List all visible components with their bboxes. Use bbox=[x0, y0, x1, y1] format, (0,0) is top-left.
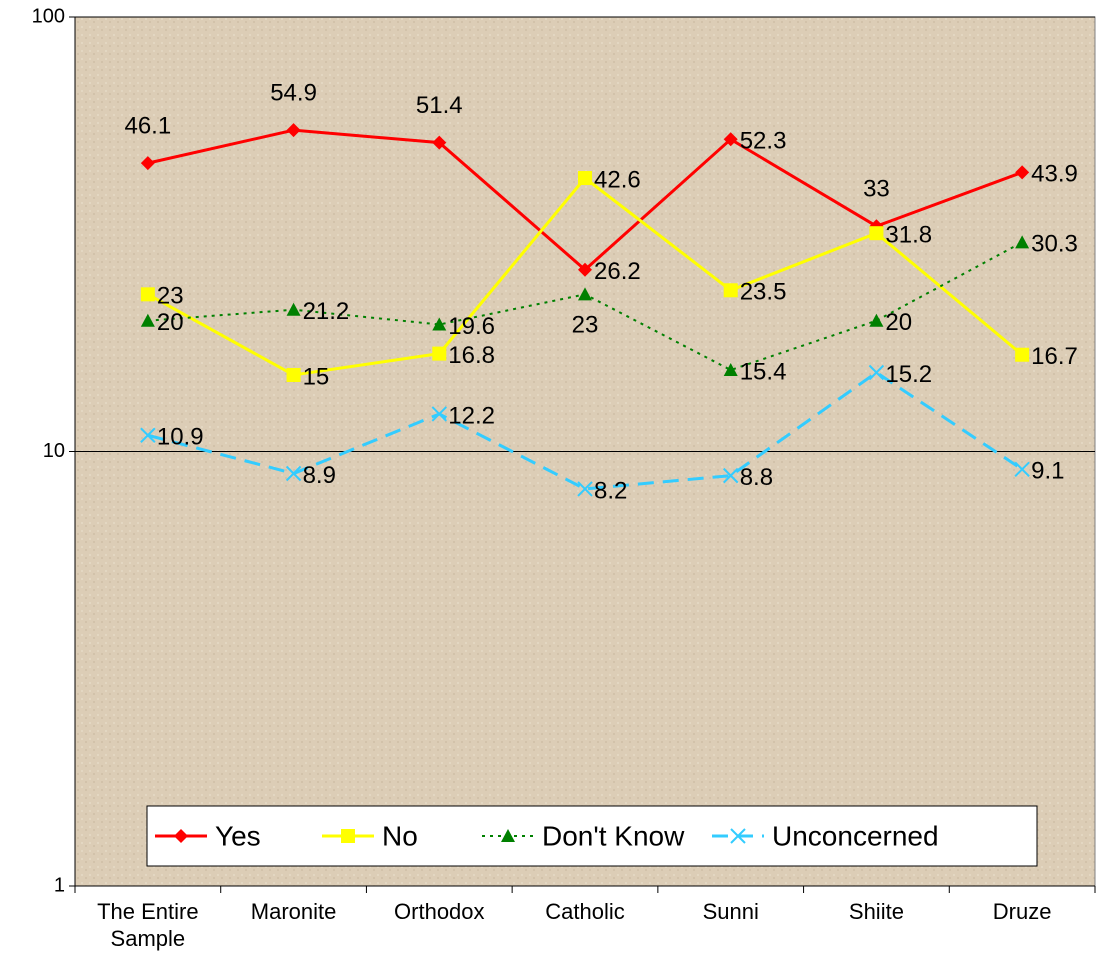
legend-label: No bbox=[382, 820, 418, 851]
marker bbox=[285, 465, 302, 482]
marker bbox=[1014, 461, 1030, 478]
marker bbox=[286, 302, 301, 316]
data-label: 33 bbox=[863, 176, 890, 203]
marker bbox=[140, 287, 155, 302]
data-label: 20 bbox=[157, 309, 184, 336]
data-label: 16.8 bbox=[448, 342, 495, 369]
marker bbox=[578, 262, 592, 277]
data-label: 16.7 bbox=[1031, 343, 1078, 370]
marker bbox=[723, 363, 738, 377]
marker bbox=[432, 346, 447, 361]
data-label: 23 bbox=[157, 283, 184, 310]
data-label: 15.2 bbox=[885, 361, 932, 388]
x-tick-label: Maronite bbox=[250, 899, 337, 924]
marker bbox=[432, 317, 447, 331]
y-tick-label: 10 bbox=[43, 440, 65, 462]
legend-label: Unconcerned bbox=[772, 820, 939, 851]
x-tick-label: Catholic bbox=[545, 899, 625, 924]
data-label: 23 bbox=[572, 312, 599, 339]
marker bbox=[868, 364, 885, 381]
data-label: 31.8 bbox=[885, 222, 932, 249]
marker bbox=[730, 828, 746, 844]
data-label: 23.5 bbox=[740, 279, 787, 306]
data-label: 19.6 bbox=[448, 313, 495, 340]
x-tick-label: Druze bbox=[992, 899, 1052, 924]
data-label: 43.9 bbox=[1031, 161, 1078, 188]
y-tick-label: 1 bbox=[54, 874, 65, 896]
legend-label: Don't Know bbox=[542, 820, 685, 851]
marker bbox=[869, 226, 884, 241]
marker bbox=[577, 481, 593, 497]
data-label: 20 bbox=[885, 309, 912, 336]
x-tick-label: Sunni bbox=[702, 899, 759, 924]
marker bbox=[174, 829, 188, 843]
data-label: 15 bbox=[303, 363, 330, 390]
data-label: 12.2 bbox=[448, 402, 495, 429]
data-label: 26.2 bbox=[594, 258, 641, 285]
marker bbox=[1015, 347, 1030, 362]
data-label: 51.4 bbox=[416, 92, 463, 119]
legend: Yes No Don't Know Unconcerned bbox=[146, 805, 1038, 867]
marker bbox=[341, 829, 355, 843]
marker bbox=[140, 313, 155, 327]
data-label: 52.3 bbox=[740, 128, 787, 155]
marker bbox=[1015, 165, 1030, 180]
marker bbox=[140, 427, 156, 443]
data-label: 54.9 bbox=[270, 79, 317, 106]
marker bbox=[578, 287, 592, 301]
data-label: 30.3 bbox=[1031, 231, 1078, 258]
data-label: 15.4 bbox=[740, 358, 787, 385]
x-tick-label: Orthodox bbox=[394, 899, 485, 924]
marker bbox=[578, 171, 592, 186]
data-label: 9.1 bbox=[1031, 458, 1064, 485]
marker bbox=[723, 283, 738, 298]
data-label: 42.6 bbox=[594, 166, 641, 193]
marker bbox=[723, 467, 739, 484]
data-label: 46.1 bbox=[124, 112, 171, 139]
marker bbox=[723, 132, 738, 147]
marker bbox=[140, 156, 155, 171]
x-tick-label: The Entire Sample bbox=[97, 899, 199, 951]
data-label: 8.8 bbox=[740, 464, 773, 491]
x-tick-label: Shiite bbox=[848, 899, 904, 924]
legend-box bbox=[146, 805, 1038, 867]
marker bbox=[1015, 235, 1030, 249]
y-tick-label: 100 bbox=[32, 5, 65, 27]
marker bbox=[869, 313, 884, 327]
marker bbox=[286, 123, 301, 138]
marker bbox=[286, 367, 301, 382]
marker bbox=[431, 406, 447, 422]
data-label: 10.9 bbox=[157, 424, 204, 451]
data-label: 8.2 bbox=[594, 477, 627, 504]
data-label: 21.2 bbox=[303, 298, 350, 325]
legend-label: Yes bbox=[215, 820, 261, 851]
data-label: 8.9 bbox=[303, 462, 336, 489]
marker bbox=[501, 829, 515, 842]
marker bbox=[432, 135, 447, 150]
